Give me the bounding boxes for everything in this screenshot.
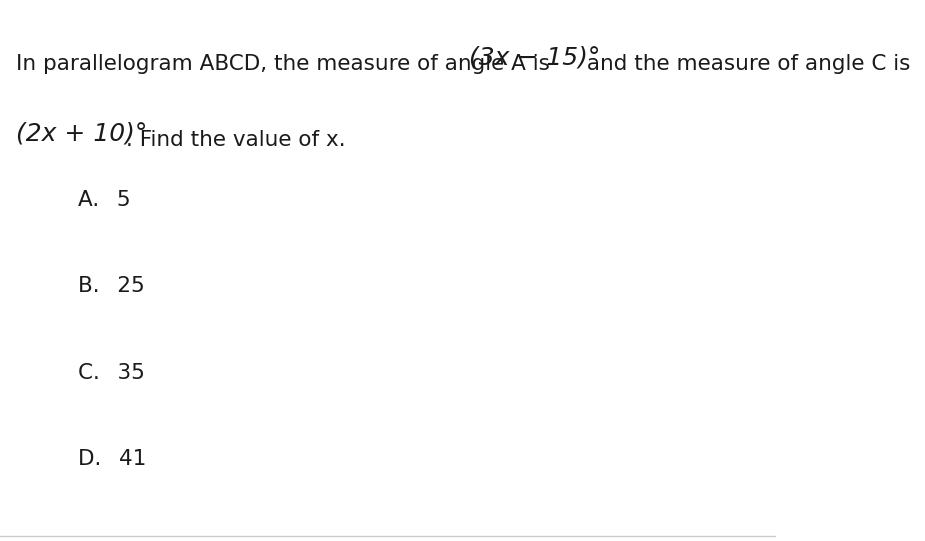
Text: and the measure of angle C is: and the measure of angle C is: [580, 54, 910, 74]
Text: D.  41: D. 41: [78, 449, 146, 469]
Text: C.  35: C. 35: [78, 362, 144, 382]
Text: (3x − 15)°: (3x − 15)°: [469, 46, 600, 70]
Text: (2x + 10)°: (2x + 10)°: [16, 122, 147, 146]
Text: In parallelogram ABCD, the measure of angle A is: In parallelogram ABCD, the measure of an…: [16, 54, 556, 74]
Text: B.  25: B. 25: [78, 276, 144, 296]
Text: . Find the value of x.: . Find the value of x.: [126, 130, 345, 150]
Text: A.  5: A. 5: [78, 189, 130, 209]
